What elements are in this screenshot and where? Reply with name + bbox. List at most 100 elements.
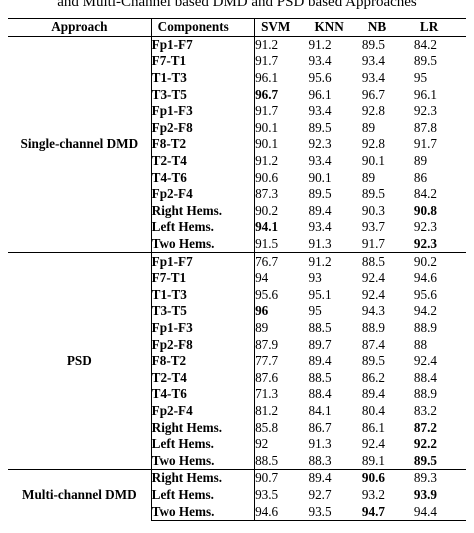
value-cell: 92.3 (413, 103, 437, 119)
header-nb: NB (361, 18, 414, 37)
approach-cell: PSD (8, 252, 152, 470)
value-cell: 96.1 (413, 86, 437, 102)
value-cell: 84.1 (308, 402, 332, 418)
table-row: T1-T3 96.1 95.6 93.4 95 (8, 69, 466, 87)
value-cell: 90.1 (308, 169, 332, 185)
value-cell: 88.5 (255, 452, 279, 468)
value-cell: 91.5 (255, 236, 279, 252)
value-cell: 95.6 (255, 286, 279, 302)
component-cell: Left Hems. (151, 486, 256, 504)
value-cell: 88.9 (413, 319, 437, 335)
value-cell: 96.1 (255, 70, 279, 86)
value-cell: 89.5 (361, 36, 385, 52)
value-cell: 91.3 (308, 436, 332, 452)
value-cell: 89.7 (308, 336, 332, 352)
group-0: Single-channel DMD Fp1-F7 91.2 91.2 89.5 84.2… (8, 36, 466, 253)
value-cell: 90.1 (255, 119, 279, 135)
table-row: PSD Fp1-F7 76.7 91.2 88.5 90.2 (8, 252, 466, 470)
table-row: Fp2-F8 87.9 89.7 87.4 88 (8, 336, 466, 353)
value-cell: 89 (255, 319, 269, 335)
value-cell: 93.4 (308, 53, 332, 69)
value-cell: 90.2 (255, 202, 279, 218)
value-cell: 94.2 (413, 303, 437, 319)
value-cell: 89.4 (308, 202, 332, 218)
table-row: Two Hems. 91.5 91.3 91.7 92.3 (8, 235, 466, 253)
component-cell: Right Hems. (151, 202, 256, 220)
value-cell: 86.1 (361, 419, 385, 435)
value-cell: 88.9 (413, 386, 437, 402)
value-cell: 93.4 (361, 53, 385, 69)
header-approach: Approach (8, 18, 152, 37)
value-cell: 88 (413, 336, 428, 352)
component-cell: Fp2-F8 (151, 336, 256, 353)
table-row: T3-T5 96 95 94.3 94.2 (8, 303, 466, 320)
component-cell: T3-T5 (151, 86, 256, 103)
value-cell: 89.5 (413, 53, 437, 69)
value-cell: 89.5 (361, 186, 385, 202)
value-cell: 84.2 (413, 36, 437, 52)
component-cell: F7-T1 (151, 269, 256, 287)
value-cell: 94.6 (254, 503, 309, 521)
value-cell: 88.4 (308, 386, 332, 402)
value-cell: 91.7 (255, 103, 279, 119)
table-row: T1-T3 95.6 95.1 92.4 95.6 (8, 286, 466, 304)
value-cell: 88.9 (361, 319, 385, 335)
value-cell: 92 (255, 436, 269, 452)
table-row: T4-T6 71.3 88.4 89.4 88.9 (8, 386, 466, 403)
table-row: F8-T2 77.7 89.4 89.5 92.4 (8, 352, 466, 370)
value-cell: 91.7 (361, 236, 385, 252)
group-2: Multi-channel DMD Right Hems. 90.7 89.4 90.6… (8, 469, 466, 521)
value-cell: 89.5 (413, 452, 437, 468)
value-cell: 96 (255, 303, 269, 319)
component-cell: F7-T1 (151, 53, 256, 70)
value-cell: 93.4 (308, 219, 332, 235)
value-cell: 87.2 (413, 419, 437, 435)
value-cell: 91.7 (255, 53, 279, 69)
value-cell: 77.7 (255, 353, 279, 369)
value-cell: 92.3 (413, 236, 437, 252)
value-cell: 92.8 (361, 103, 385, 119)
value-cell: 83.2 (413, 402, 437, 418)
table-row: Left Hems. 94.1 93.4 93.7 92.3 (8, 219, 466, 236)
value-cell: 90.2 (413, 252, 466, 270)
results-table: Approach Components SVM KNN NB LR Single… (8, 18, 466, 521)
component-cell: Left Hems. (151, 435, 256, 453)
value-cell: 94.4 (413, 503, 466, 521)
value-cell: 96.7 (255, 86, 279, 102)
table-row: T2-T4 91.2 93.4 90.1 89 (8, 152, 466, 170)
value-cell: 85.8 (255, 419, 279, 435)
header-lr: LR (413, 18, 466, 37)
value-cell: 93.5 (255, 486, 279, 502)
component-cell: T2-T4 (151, 369, 256, 387)
value-cell: 89.4 (308, 469, 362, 487)
value-cell: 94.1 (255, 219, 279, 235)
value-cell: 93.7 (361, 219, 385, 235)
value-cell: 90.6 (361, 469, 414, 487)
component-cell: Right Hems. (151, 419, 256, 436)
value-cell: 87.3 (255, 186, 279, 202)
table-row: Left Hems. 93.5 92.7 93.2 93.9 (8, 486, 466, 504)
component-cell: Two Hems. (151, 235, 256, 253)
table-caption: and Multi-Channel based DMD and PSD base… (57, 0, 417, 10)
value-cell: 92.4 (361, 436, 385, 452)
value-cell: 89 (361, 119, 376, 135)
header-knn: KNN (308, 18, 362, 37)
value-cell: 88.5 (308, 369, 332, 385)
table-row: Single-channel DMD Fp1-F7 91.2 91.2 89.5 84.2 (8, 36, 466, 253)
value-cell: 94.7 (361, 503, 414, 521)
table-row: Fp2-F4 87.3 89.5 89.5 84.2 (8, 185, 466, 203)
value-cell: 93.9 (413, 486, 437, 502)
value-cell: 96.7 (361, 86, 385, 102)
value-cell: 88.5 (308, 319, 332, 335)
header-svm: SVM (254, 18, 309, 37)
value-cell: 87.8 (413, 119, 437, 135)
value-cell: 94.6 (413, 270, 437, 286)
value-cell: 93.5 (308, 503, 362, 521)
table-row: Two Hems. 88.5 88.3 89.1 89.5 (8, 452, 466, 470)
value-cell: 92.7 (308, 486, 332, 502)
value-cell: 94 (255, 270, 269, 286)
table-row: Two Hems. 94.6 93.5 94.7 94.4 (8, 503, 466, 521)
value-cell: 87.6 (255, 369, 279, 385)
table-row: F7-T1 94 93 92.4 94.6 (8, 269, 466, 287)
value-cell: 81.2 (255, 402, 279, 418)
